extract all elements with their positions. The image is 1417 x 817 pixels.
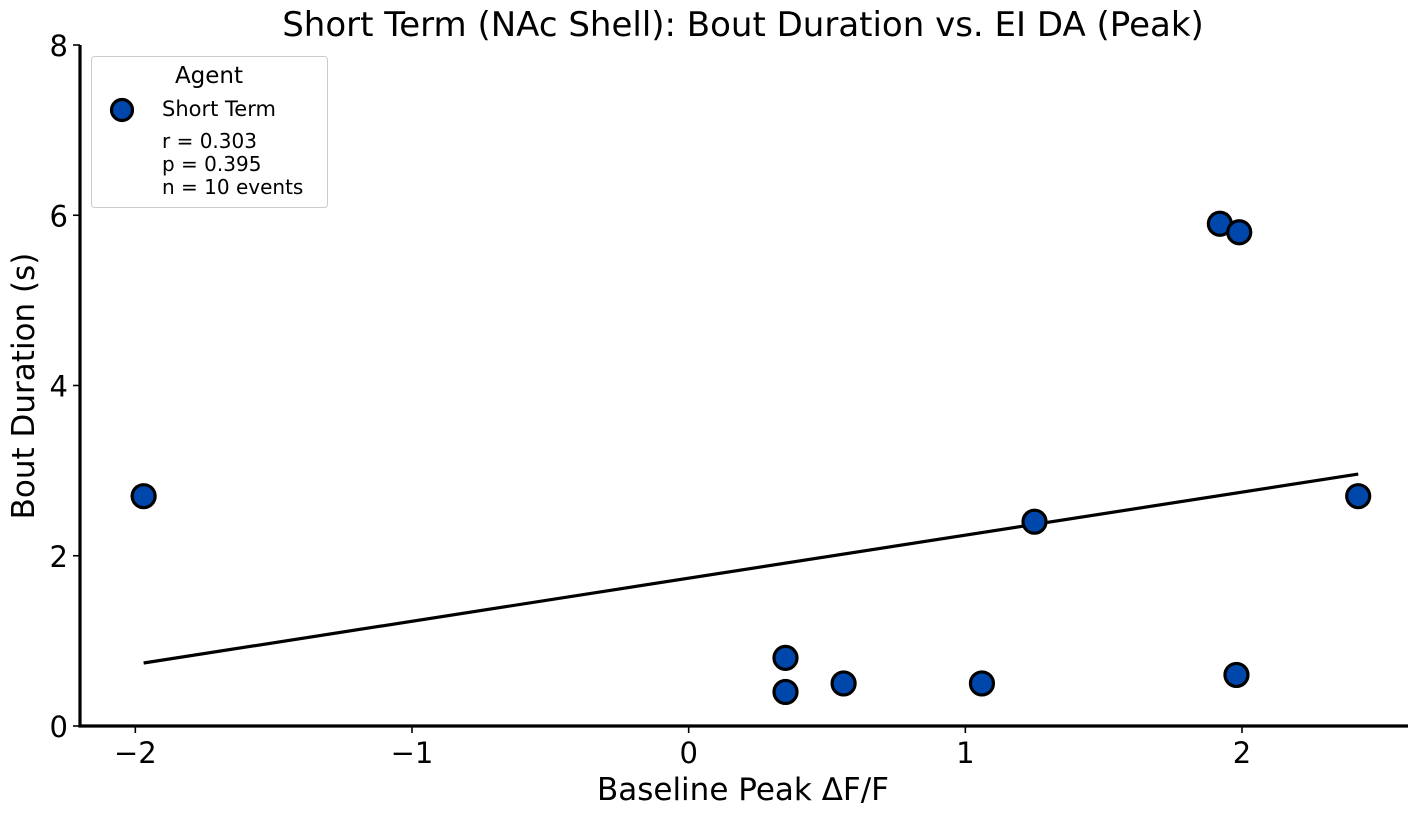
legend-stat-n: n = 10 events <box>162 175 303 199</box>
x-axis-ticks: −2 −1 0 1 2 <box>114 726 1251 770</box>
data-point <box>1345 483 1372 510</box>
y-axis-ticks: 0 2 4 6 8 <box>50 29 80 744</box>
x-tick-label: −1 <box>391 736 434 770</box>
y-tick-label: 0 <box>50 710 68 744</box>
y-tick-label: 6 <box>50 199 68 233</box>
x-axis-label: Baseline Peak ΔF/F <box>597 772 889 808</box>
y-tick-label: 8 <box>50 29 68 63</box>
data-point <box>830 670 857 697</box>
legend-entry-short-term: Short Term <box>162 97 276 121</box>
regression-line <box>143 472 1359 665</box>
chart-title: Short Term (NAc Shell): Bout Duration vs… <box>282 5 1204 45</box>
y-axis-label: Bout Duration (s) <box>6 253 42 520</box>
x-tick-label: −2 <box>114 736 157 770</box>
data-point <box>772 644 799 672</box>
data-point <box>130 483 157 510</box>
y-tick-label: 2 <box>50 540 68 574</box>
legend-marker <box>109 97 135 123</box>
data-point <box>1226 219 1253 246</box>
x-tick-label: 2 <box>1233 736 1251 770</box>
data-point <box>772 678 799 706</box>
data-points <box>130 210 1372 706</box>
y-tick-label: 4 <box>50 370 68 404</box>
data-point <box>1223 661 1250 689</box>
data-point <box>1021 508 1048 535</box>
legend-title: Agent <box>175 63 243 89</box>
x-tick-label: 1 <box>956 736 974 770</box>
legend-stat-p: p = 0.395 <box>162 152 261 176</box>
legend-frame <box>91 56 328 208</box>
data-point <box>968 670 996 697</box>
legend-stat-r: r = 0.303 <box>162 129 257 153</box>
x-tick-label: 0 <box>679 736 697 770</box>
legend: Agent Short Term r = 0.303 p = 0.395 n =… <box>91 56 328 208</box>
